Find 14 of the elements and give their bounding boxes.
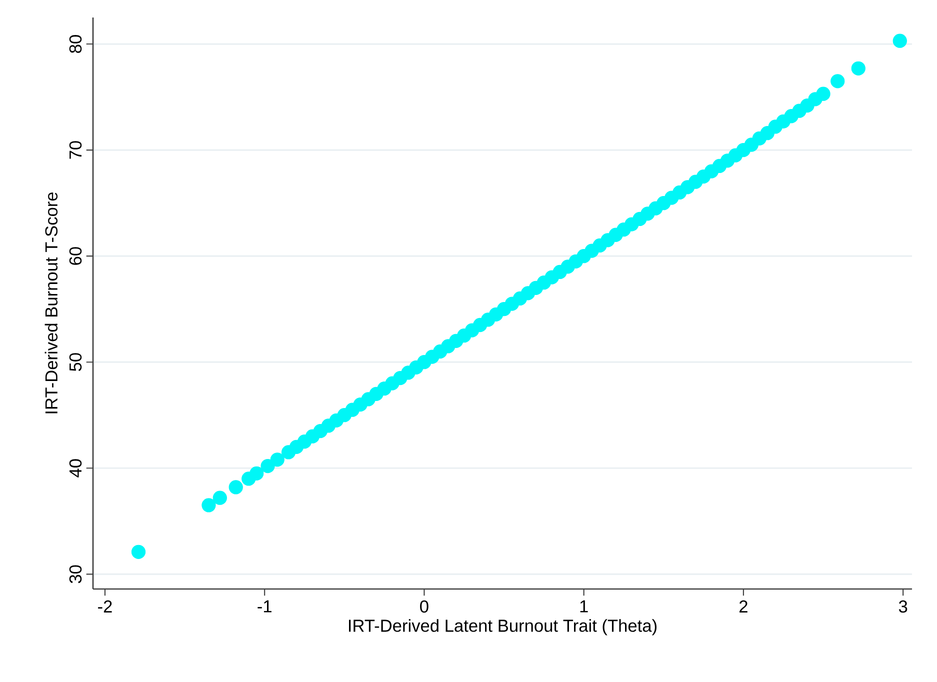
y-tick-label: 40 xyxy=(69,459,82,478)
y-tick-label: 70 xyxy=(69,141,82,159)
x-tick-label: 3 xyxy=(898,600,908,613)
y-axis-title: IRT-Derived Burnout T-Score xyxy=(44,192,58,414)
x-tick-label: -2 xyxy=(98,600,112,612)
x-axis-title: IRT-Derived Latent Burnout Trait (Theta) xyxy=(349,619,656,636)
y-tick-label: 50 xyxy=(69,353,82,372)
x-tick-label: 2 xyxy=(740,600,748,612)
x-tick-label: 1 xyxy=(580,600,588,612)
y-tick-label: 30 xyxy=(69,565,82,584)
x-tick-label: 0 xyxy=(420,600,428,613)
y-tick-label: 60 xyxy=(69,247,82,265)
x-tick-label: -1 xyxy=(258,600,272,612)
y-tick-label: 80 xyxy=(69,35,82,53)
